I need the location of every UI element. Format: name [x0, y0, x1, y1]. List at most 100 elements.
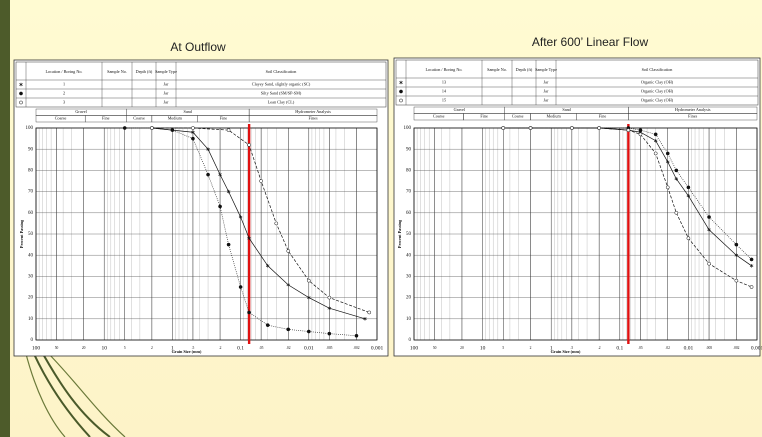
table-type: Jar [544, 88, 549, 93]
x-tick-label: .002 [353, 346, 359, 350]
table-header: Soil Classification [266, 69, 298, 74]
band-label: Hydrometer Analysis [675, 107, 711, 112]
soil-classification: Organic Clay (OH) [641, 88, 674, 93]
y-tick-label: 90 [406, 147, 412, 152]
data-point [639, 129, 642, 132]
data-point [654, 133, 657, 136]
x-tick-label: 0.01 [304, 345, 314, 351]
data-point [750, 285, 753, 288]
y-tick-label: 30 [406, 275, 412, 280]
y-tick-label: 100 [26, 126, 34, 131]
data-point [123, 126, 126, 129]
table-header: Depth (ft) [136, 69, 153, 74]
y-tick-label: 70 [406, 190, 412, 195]
table-type: Jar [544, 79, 549, 84]
chart-title: At Outflow [170, 40, 226, 54]
x-tick-label: .002 [733, 346, 739, 350]
x-tick-label: 0.001 [371, 345, 384, 351]
y-axis-label: Percent Passing [397, 219, 402, 248]
data-point [735, 279, 738, 282]
x-tick-label: .02 [286, 346, 291, 350]
data-point [368, 311, 371, 314]
soil-classification: Lean Clay (CL) [268, 99, 295, 104]
data-point [307, 279, 310, 282]
band-label: Gravel [454, 107, 466, 112]
x-tick-label: 10 [480, 345, 486, 351]
band-part-label: Coarse [133, 116, 145, 121]
data-point [735, 243, 738, 246]
data-point [239, 285, 242, 288]
x-tick-label: .05 [259, 346, 264, 350]
data-point [675, 211, 678, 214]
chart-panel: After 600’ Linear Flow Location / Boring … [394, 35, 762, 356]
table-location: 13 [442, 79, 446, 84]
x-tick-label: 0.1 [616, 345, 623, 351]
x-tick-label: 100 [32, 345, 41, 351]
data-point [328, 296, 331, 299]
y-tick-label: 50 [406, 232, 412, 237]
soil-classification: Silty Sand (SM/SP-SM) [261, 90, 302, 95]
band-part-label: Fines [309, 116, 318, 121]
data-point [639, 133, 642, 136]
x-tick-label: 5 [124, 346, 126, 350]
table-type: Jar [544, 97, 549, 102]
y-tick-label: 40 [28, 253, 34, 258]
x-tick-label: 20 [460, 346, 464, 350]
band-part-label: Coarse [512, 114, 524, 119]
y-tick-label: 10 [28, 317, 34, 322]
y-tick-label: 80 [28, 169, 34, 174]
data-point [287, 328, 290, 331]
data-point [328, 332, 331, 335]
data-point [287, 249, 290, 252]
y-tick-label: 90 [28, 147, 34, 152]
data-point [150, 126, 153, 129]
data-point [598, 126, 601, 129]
data-point [687, 237, 690, 240]
chart-title: After 600’ Linear Flow [532, 35, 649, 49]
slide: At OutflowLocation / Boring No.Sample No… [0, 0, 762, 437]
x-tick-label: 0.01 [684, 345, 694, 351]
table-type: Jar [164, 90, 169, 95]
data-point [570, 126, 573, 129]
data-point [750, 258, 753, 261]
band-part-label: Fine [102, 116, 110, 121]
data-point [206, 173, 209, 176]
y-tick-label: 10 [406, 317, 412, 322]
band-part-label: Fine [480, 114, 488, 119]
data-point [227, 243, 230, 246]
table-location: 15 [442, 97, 446, 102]
data-point [654, 152, 657, 155]
y-tick-label: 20 [28, 296, 34, 301]
x-tick-label: .005 [706, 346, 712, 350]
band-label: Sand [562, 107, 571, 112]
panel-frame [14, 60, 388, 356]
data-point [687, 186, 690, 189]
x-tick-label: 100 [410, 345, 419, 351]
table-header: Location / Boring No. [426, 67, 463, 72]
y-tick-label: 60 [28, 211, 34, 216]
table-header: Sample Type [155, 69, 177, 74]
band-part-label: Fine [220, 116, 228, 121]
panel-frame [394, 58, 760, 356]
legend-marker [19, 92, 22, 95]
y-tick-label: 100 [404, 126, 412, 131]
data-point [675, 169, 678, 172]
data-point [191, 126, 194, 129]
data-point [171, 129, 174, 132]
y-tick-label: 50 [28, 232, 34, 237]
data-point [218, 205, 221, 208]
soil-classification: Organic Clay (OH) [641, 97, 674, 102]
data-point [355, 334, 358, 337]
data-point [307, 330, 310, 333]
band-label: Hydrometer Analysis [295, 109, 331, 114]
table-type: Jar [164, 81, 169, 86]
x-axis-label: Grain Size (mm) [551, 349, 581, 354]
data-point [529, 126, 532, 129]
x-tick-label: 2 [151, 346, 153, 350]
data-point [502, 126, 505, 129]
x-tick-label: .2 [598, 346, 601, 350]
x-tick-label: .02 [665, 346, 670, 350]
band-part-label: Fines [688, 114, 697, 119]
y-tick-label: 20 [406, 296, 412, 301]
